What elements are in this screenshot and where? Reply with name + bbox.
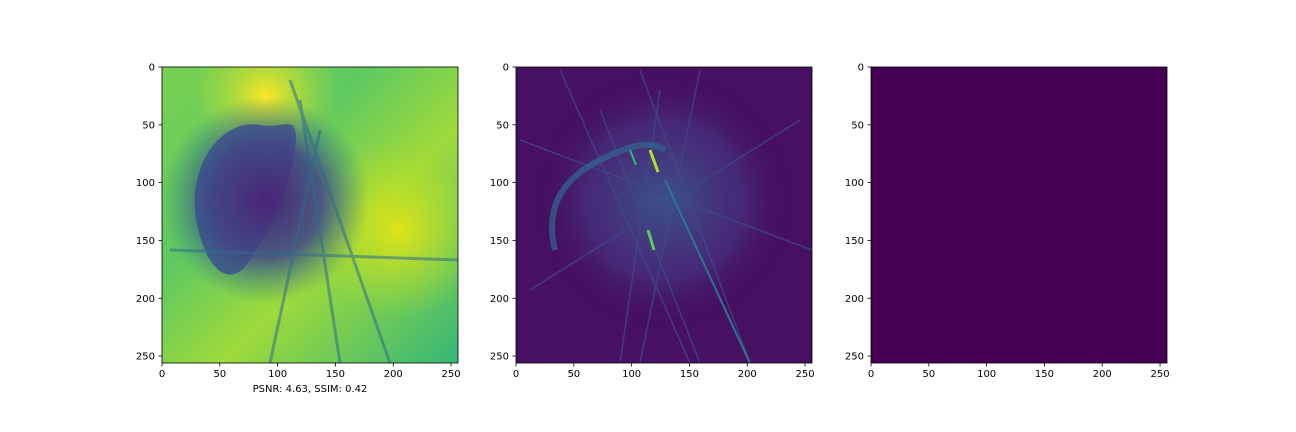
x-ticks-2: 0 50 100 150 200 250	[513, 363, 815, 380]
x-tick-label: 100	[977, 369, 996, 380]
plot-frame-1	[161, 66, 459, 364]
plot-frame-2	[515, 66, 813, 364]
y-tick-label: 100	[490, 178, 509, 189]
heatmap-image-2	[516, 67, 812, 363]
x-tick-label: 100	[268, 369, 287, 380]
panel-3: 0 50 100 150 200 250 0 50 100 150 200 250	[845, 63, 1170, 381]
heatmap-glow-2	[516, 67, 812, 363]
x-tick-label: 50	[567, 369, 580, 380]
x-tick-label: 250	[796, 369, 815, 380]
heatmap-image-3	[871, 67, 1167, 363]
y-tick-label: 0	[858, 63, 864, 74]
y-tick-label: 0	[503, 63, 509, 74]
heatmap-image-1	[162, 67, 458, 363]
y-tick-label: 200	[845, 294, 864, 305]
xlabel-1: PSNR: 4.63, SSIM: 0.42	[253, 384, 368, 395]
y-tick-label: 250	[490, 352, 509, 363]
x-tick-label: 150	[680, 369, 699, 380]
y-ticks-1: 0 50 100 150 200 250	[136, 63, 162, 363]
x-tick-label: 100	[622, 369, 641, 380]
x-tick-label: 200	[738, 369, 757, 380]
y-tick-label: 250	[845, 352, 864, 363]
panel-1: 0 50 100 150 200 250 0 50 100 150 200 250 PSNR: 4.…	[136, 63, 461, 396]
x-tick-label: 50	[922, 369, 935, 380]
y-tick-label: 0	[149, 63, 155, 74]
heatmap-streaks-1	[169, 79, 458, 363]
x-tick-label: 150	[326, 369, 345, 380]
x-tick-label: 250	[1151, 369, 1170, 380]
x-tick-label: 150	[1035, 369, 1054, 380]
plot-frame-3	[870, 66, 1168, 364]
y-ticks-3: 0 50 100 150 200 250	[845, 63, 871, 363]
y-tick-label: 100	[845, 178, 864, 189]
y-ticks-2: 0 50 100 150 200 250	[490, 63, 516, 363]
y-tick-label: 50	[496, 120, 509, 131]
y-tick-label: 200	[136, 294, 155, 305]
x-tick-label: 50	[213, 369, 226, 380]
y-tick-label: 100	[136, 178, 155, 189]
x-tick-label: 200	[1093, 369, 1112, 380]
x-tick-label: 200	[384, 369, 403, 380]
x-tick-label: 0	[868, 369, 874, 380]
y-tick-label: 150	[136, 236, 155, 247]
x-tick-label: 250	[442, 369, 461, 380]
heatmap-dark-region-1	[162, 67, 458, 363]
panel-2: 0 50 100 150 200 250 0 50 100 150 200 250	[490, 63, 815, 381]
x-ticks-3: 0 50 100 150 200 250	[868, 363, 1170, 380]
heatmap-highlights-2	[629, 149, 751, 363]
y-tick-label: 50	[851, 120, 864, 131]
x-ticks-1: 0 50 100 150 200 250	[159, 363, 461, 380]
y-tick-label: 150	[845, 236, 864, 247]
y-tick-label: 50	[142, 120, 155, 131]
y-tick-label: 150	[490, 236, 509, 247]
x-tick-label: 0	[513, 369, 519, 380]
y-tick-label: 200	[490, 294, 509, 305]
heatmap-band-2	[549, 141, 667, 251]
x-tick-label: 0	[159, 369, 165, 380]
y-tick-label: 250	[136, 352, 155, 363]
